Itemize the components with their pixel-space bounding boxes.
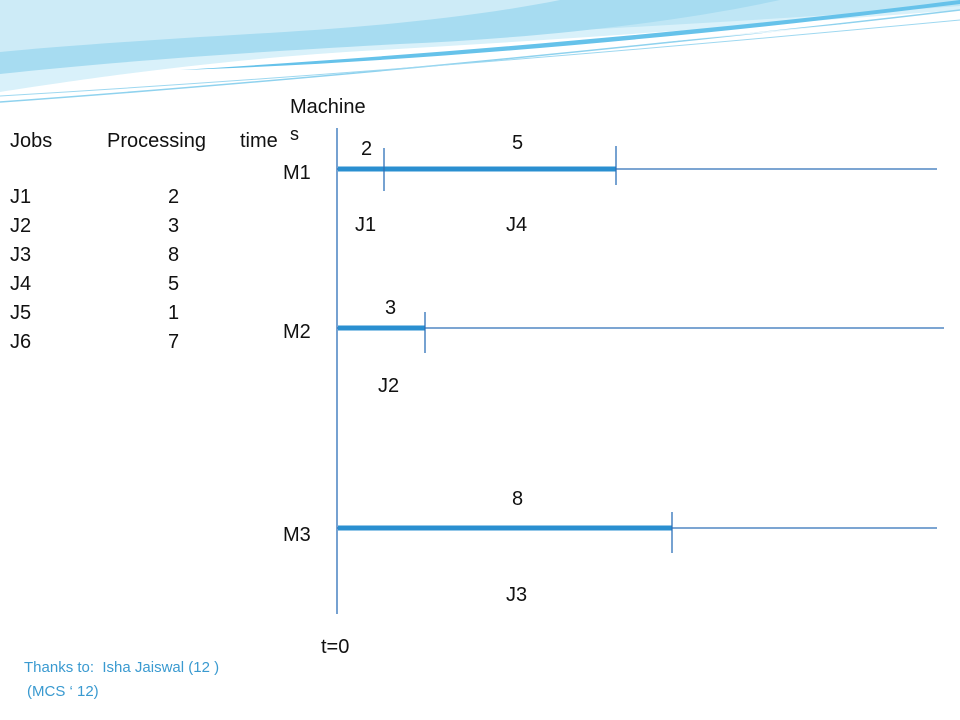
job-name-j5: J5: [10, 302, 32, 324]
credit-line2: (MCS ‘ 12): [27, 683, 99, 700]
origin-label: t=0: [321, 636, 350, 658]
job-name-j3: J3: [10, 244, 32, 266]
job-time-j4: 5: [168, 273, 180, 295]
credit-line1: Thanks to: Isha Jaiswal (12 ): [24, 659, 220, 676]
segment-length-j3: 8: [512, 488, 524, 510]
job-name-j2: J2: [10, 215, 32, 237]
segment-length-j1: 2: [361, 138, 373, 160]
segment-job-j4: J4: [506, 214, 528, 236]
segment-job-j2: J2: [378, 375, 400, 397]
job-name-j6: J6: [10, 331, 32, 353]
job-time-j5: 1: [168, 302, 180, 324]
time-header: time: [240, 130, 278, 152]
segment-job-j3: J3: [506, 584, 528, 606]
jobs-header: Jobs: [10, 130, 53, 152]
machine-label-m1: M1: [283, 162, 311, 184]
machine-label-m3: M3: [283, 524, 311, 546]
processing-header: Processing: [107, 130, 206, 152]
machine-label-m2: M2: [283, 321, 311, 343]
job-time-j6: 7: [168, 331, 180, 353]
header-wave-decoration: [0, 0, 960, 103]
segment-job-j1: J1: [355, 214, 377, 236]
job-name-j4: J4: [10, 273, 32, 295]
machines-label-line1: Machine: [290, 96, 366, 118]
machines-label-line2: s: [290, 124, 299, 144]
job-time-j3: 8: [168, 244, 180, 266]
job-time-j2: 3: [168, 215, 180, 237]
segment-length-j2: 3: [385, 297, 397, 319]
job-name-j1: J1: [10, 186, 32, 208]
job-time-j1: 2: [168, 186, 180, 208]
segment-length-j4: 5: [512, 132, 524, 154]
